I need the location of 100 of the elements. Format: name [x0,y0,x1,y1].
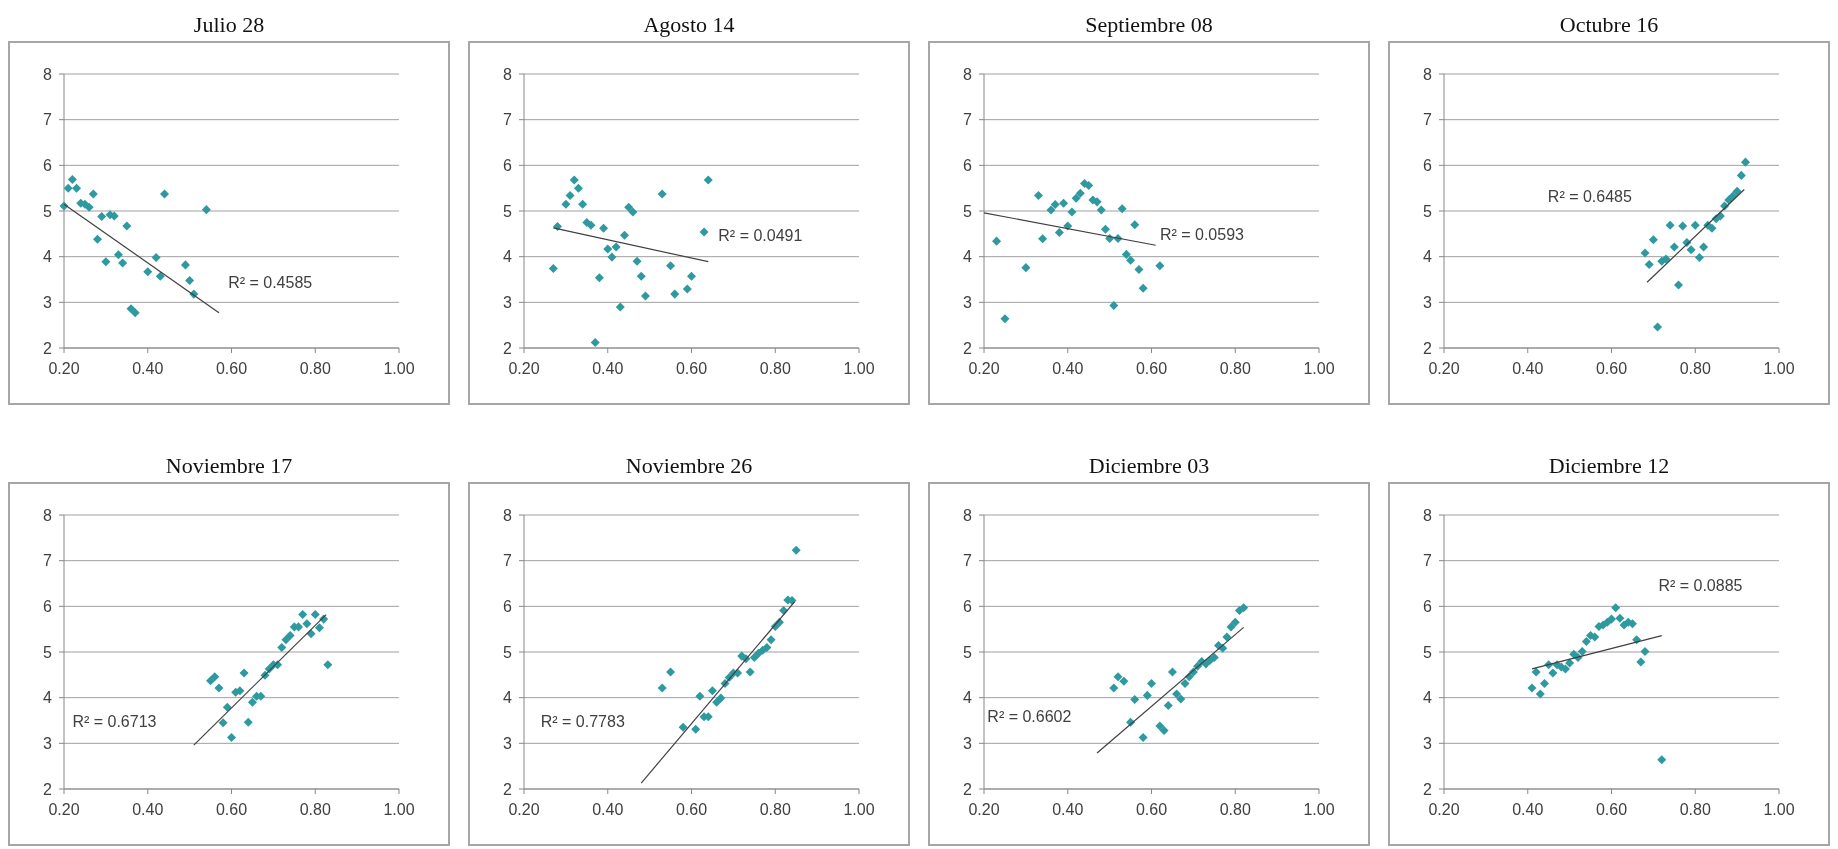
point [1239,603,1249,613]
point [1640,248,1650,258]
y-tick-label: 6 [963,597,973,615]
point [1159,726,1169,736]
point [1230,617,1240,627]
y-tick-label: 6 [43,156,53,174]
point [201,205,211,215]
y-tick-label: 4 [503,689,513,707]
x-tick-label: 0.60 [215,360,248,377]
point [310,610,320,620]
point [298,610,308,620]
point [691,724,701,734]
point [1050,200,1060,210]
y-tick-label: 8 [43,506,53,524]
y-tick-label: 8 [1423,506,1433,524]
point [1100,224,1110,234]
x-tick-label: 0.40 [132,801,164,818]
point [130,308,140,318]
point [628,207,638,217]
point [1119,676,1129,686]
point [1661,254,1671,264]
point [1113,672,1123,682]
x-tick-label: 0.80 [299,801,331,818]
point [1176,694,1186,704]
x-tick-label: 1.00 [383,801,415,818]
point [1046,205,1056,215]
point [1180,678,1190,689]
x-tick-label: 1.00 [843,360,875,377]
point [1665,220,1675,230]
point [1067,207,1077,217]
y-tick-label: 6 [503,156,513,174]
annotation: R² = 0.6602 [987,707,1072,725]
y-tick-label: 8 [503,65,513,83]
y-tick-label: 6 [963,156,973,174]
y-tick-label: 4 [1423,248,1433,266]
y-tick-label: 2 [503,339,513,357]
y-tick-label: 7 [1423,111,1433,129]
x-tick-label: 0.80 [759,360,791,377]
x-tick-label: 0.60 [1135,801,1168,818]
point [573,183,583,193]
x-tick-label: 0.20 [968,360,1000,377]
point [1059,198,1069,208]
point [214,683,224,693]
x-tick-label: 0.80 [299,360,331,377]
x-tick-label: 1.00 [1763,360,1795,377]
point [218,718,228,728]
y-tick-label: 5 [43,202,53,220]
point [1126,255,1136,265]
y-tick-label: 2 [503,780,513,798]
point [594,273,604,283]
point [766,635,776,645]
annotation: R² = 0.0885 [1658,577,1743,595]
point [1615,613,1625,623]
point [561,199,571,209]
point [1084,180,1094,190]
point [619,230,630,240]
point [281,635,291,645]
y-tick-label: 3 [43,293,53,311]
y-tick-label: 7 [43,552,53,570]
point [88,189,98,199]
point [314,623,324,633]
point [699,227,709,237]
point [624,202,634,212]
y-tick-label: 5 [503,202,513,220]
annotation: R² = 0.0593 [1159,225,1245,243]
point [992,236,1002,246]
y-tick-label: 3 [1423,734,1433,752]
point [1611,603,1621,613]
x-tick-label: 1.00 [843,801,875,818]
x-tick-label: 0.40 [592,801,624,818]
point [603,244,613,254]
point [791,545,801,555]
point [247,697,257,707]
x-tick-label: 0.60 [1135,360,1168,377]
annotation: R² = 0.0491 [718,227,803,245]
annotation: R² = 0.4585 [228,273,313,291]
x-tick-label: 0.80 [1219,360,1251,377]
point [590,338,600,348]
point [1109,683,1119,693]
point [101,257,111,267]
point [1071,193,1081,203]
y-tick-label: 3 [503,734,513,752]
x-tick-label: 0.40 [592,360,624,377]
point [1167,667,1177,677]
point [1644,259,1654,269]
point [1736,170,1746,180]
point [185,275,195,285]
point [640,291,650,301]
point [67,174,77,185]
x-tick-label: 1.00 [1303,801,1335,818]
point [143,267,153,277]
point [762,642,772,652]
point [1138,283,1148,293]
chart-title: Septiembre 08 [1085,12,1213,37]
point [636,271,646,281]
annotation: R² = 0.6713 [72,713,157,731]
point [607,252,617,262]
point [1740,157,1751,167]
point [1548,668,1558,678]
x-tick-label: 0.60 [675,360,708,377]
